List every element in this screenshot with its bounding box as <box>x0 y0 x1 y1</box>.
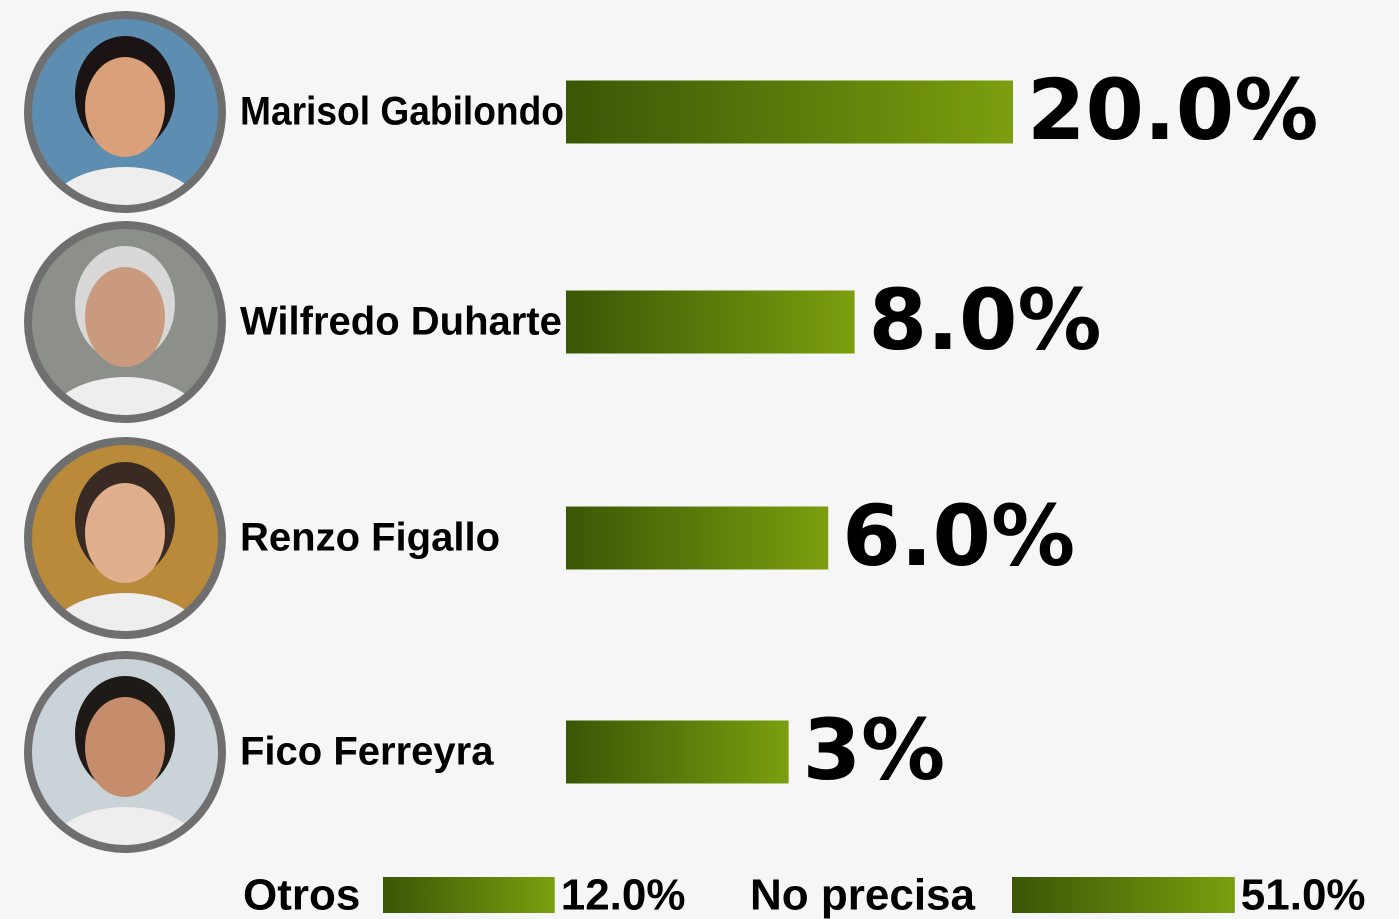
value-label: 3% <box>803 701 946 799</box>
bar <box>383 877 555 913</box>
value-label: 8.0% <box>869 271 1102 369</box>
bar <box>566 81 1013 144</box>
bar <box>566 291 855 354</box>
value-label: 20.0% <box>1027 61 1318 159</box>
value-label: 6.0% <box>842 487 1075 585</box>
body <box>45 807 205 907</box>
category-label: Wilfredo Duharte <box>240 300 562 344</box>
value-label: 51.0% <box>1241 871 1366 919</box>
category-label: Renzo Figallo <box>240 516 500 560</box>
category-label: Marisol Gabilondo <box>240 90 564 134</box>
value-label: 12.0% <box>561 871 686 919</box>
category-label: Otros <box>243 871 360 919</box>
face <box>85 697 165 797</box>
face <box>85 57 165 157</box>
category-label: Fico Ferreyra <box>240 730 494 774</box>
category-label: No precisa <box>750 871 976 919</box>
bar <box>566 507 828 570</box>
avatars <box>25 12 225 907</box>
face <box>85 483 165 583</box>
bar <box>1012 877 1235 913</box>
chart: Marisol Gabilondo 20.0% Wilfredo Duharte 8.… <box>0 0 1399 919</box>
face <box>85 267 165 367</box>
avatar <box>25 652 225 907</box>
bar <box>566 721 789 784</box>
